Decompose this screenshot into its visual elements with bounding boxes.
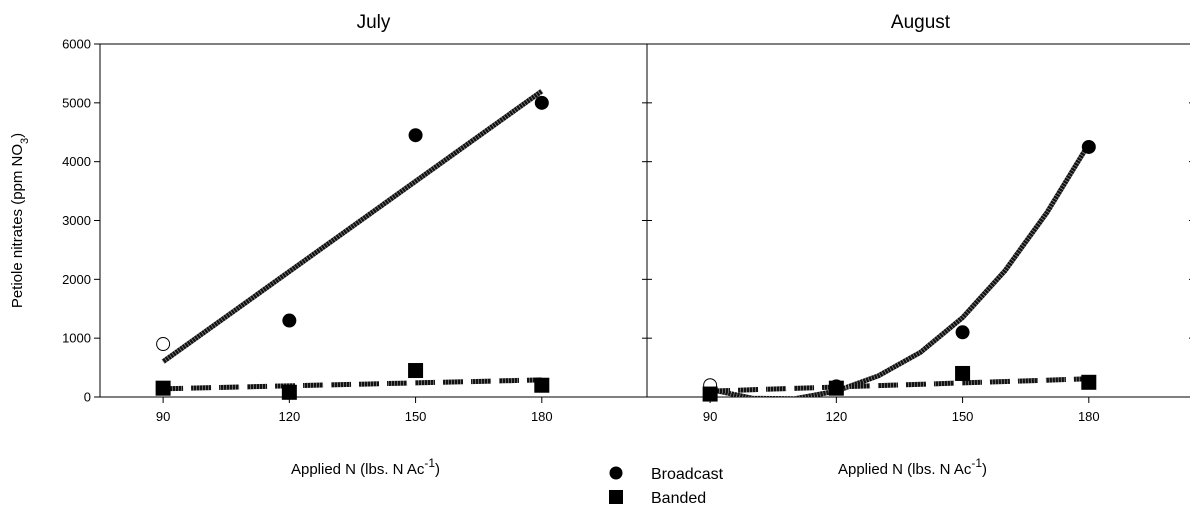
july-x-axis-label: Applied N (lbs. N Ac-1) [291, 456, 440, 478]
august-plot-frame [646, 43, 1190, 398]
august-broadcast-point [955, 325, 970, 340]
july-banded-point [281, 384, 297, 400]
x-tick-label: 180 [1078, 409, 1100, 424]
x-tick-label: 120 [278, 409, 300, 424]
y-tick-label: 0 [84, 390, 91, 405]
july-banded-point [408, 363, 424, 379]
july-broadcast-fit-line [161, 89, 544, 364]
y-tick-label: 1000 [62, 331, 91, 346]
legend-label-broadcast: Broadcast [651, 466, 724, 483]
legend-marker-banded [609, 490, 623, 504]
legend-label-banded: Banded [651, 490, 706, 507]
july-broadcast-point [282, 313, 297, 328]
august-banded-point [955, 365, 971, 381]
august-banded-point [702, 386, 718, 402]
x-tick-label: 150 [952, 409, 974, 424]
july-banded-fit-texture [163, 377, 542, 392]
legend-marker-broadcast [609, 466, 623, 480]
august-broadcast-point [1081, 139, 1096, 154]
july-broadcast-point [534, 95, 549, 110]
y-tick-label: 3000 [62, 213, 91, 228]
august-banded-fit-texture [710, 376, 1089, 394]
august-banded-point [828, 380, 844, 396]
july-banded-point [534, 377, 550, 393]
july-broadcast-point [408, 128, 423, 143]
july-plot-frame [99, 43, 648, 398]
august-x-axis-label: Applied N (lbs. N Ac-1) [838, 456, 987, 478]
august-panel-title: August [891, 12, 951, 33]
july-broadcast-point [156, 337, 171, 352]
x-tick-label: 180 [531, 409, 553, 424]
y-tick-label: 4000 [62, 154, 91, 169]
x-tick-label: 150 [405, 409, 427, 424]
y-tick-label: 6000 [62, 37, 91, 52]
august-broadcast-fit-texture [709, 142, 1091, 397]
x-tick-label: 90 [703, 409, 717, 424]
august-banded-point [1081, 374, 1097, 390]
x-tick-label: 120 [825, 409, 847, 424]
y-tick-label: 2000 [62, 272, 91, 287]
july-panel-title: July [357, 12, 391, 33]
july-banded-point [155, 380, 171, 396]
y-tick-label: 5000 [62, 95, 91, 110]
y-axis-label: Petiole nitrates (ppm NO3) [9, 133, 31, 308]
august-broadcast-fit-line [709, 142, 1091, 397]
x-tick-label: 90 [156, 409, 170, 424]
